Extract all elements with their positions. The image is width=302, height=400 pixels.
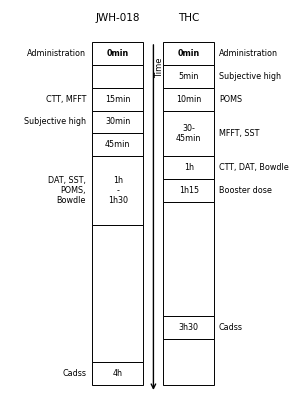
Text: 1h15: 1h15 bbox=[179, 186, 199, 195]
Text: Subjective high: Subjective high bbox=[24, 118, 86, 126]
Bar bbox=[163, 179, 214, 202]
Text: JWH-018: JWH-018 bbox=[95, 13, 140, 23]
Bar bbox=[92, 134, 143, 156]
Text: Cadss: Cadss bbox=[62, 369, 86, 378]
Bar bbox=[163, 65, 214, 88]
Bar bbox=[92, 362, 143, 385]
Text: 3h30: 3h30 bbox=[179, 323, 199, 332]
Text: 30min: 30min bbox=[105, 118, 130, 126]
Bar bbox=[163, 156, 214, 179]
Text: THC: THC bbox=[178, 13, 199, 23]
Text: 30-
45min: 30- 45min bbox=[176, 124, 201, 143]
Text: 0min: 0min bbox=[107, 49, 129, 58]
Text: Time: Time bbox=[155, 58, 164, 78]
Text: CTT, MFFT: CTT, MFFT bbox=[46, 95, 86, 104]
Text: 0min: 0min bbox=[178, 49, 200, 58]
Bar bbox=[92, 156, 143, 225]
Bar bbox=[163, 339, 214, 385]
Bar bbox=[92, 110, 143, 134]
Text: 10min: 10min bbox=[176, 95, 201, 104]
Text: 1h
-
1h30: 1h - 1h30 bbox=[108, 176, 128, 206]
Bar bbox=[92, 42, 143, 65]
Bar bbox=[163, 202, 214, 316]
Text: 4h: 4h bbox=[113, 369, 123, 378]
Bar bbox=[163, 110, 214, 156]
Bar bbox=[163, 88, 214, 110]
Bar bbox=[92, 65, 143, 88]
Text: 15min: 15min bbox=[105, 95, 130, 104]
Text: Administration: Administration bbox=[219, 49, 278, 58]
Text: DAT, SST,
POMS,
Bowdle: DAT, SST, POMS, Bowdle bbox=[48, 176, 86, 206]
Text: 1h: 1h bbox=[184, 163, 194, 172]
Text: MFFT, SST: MFFT, SST bbox=[219, 129, 259, 138]
Text: POMS: POMS bbox=[219, 95, 242, 104]
Bar bbox=[163, 42, 214, 65]
Text: 5min: 5min bbox=[178, 72, 199, 81]
Bar bbox=[92, 88, 143, 110]
Bar bbox=[163, 316, 214, 339]
Text: Administration: Administration bbox=[27, 49, 86, 58]
Bar bbox=[92, 225, 143, 362]
Text: Subjective high: Subjective high bbox=[219, 72, 281, 81]
Text: Booster dose: Booster dose bbox=[219, 186, 272, 195]
Text: CTT, DAT, Bowdle: CTT, DAT, Bowdle bbox=[219, 163, 289, 172]
Text: Cadss: Cadss bbox=[219, 323, 243, 332]
Text: 45min: 45min bbox=[105, 140, 130, 149]
